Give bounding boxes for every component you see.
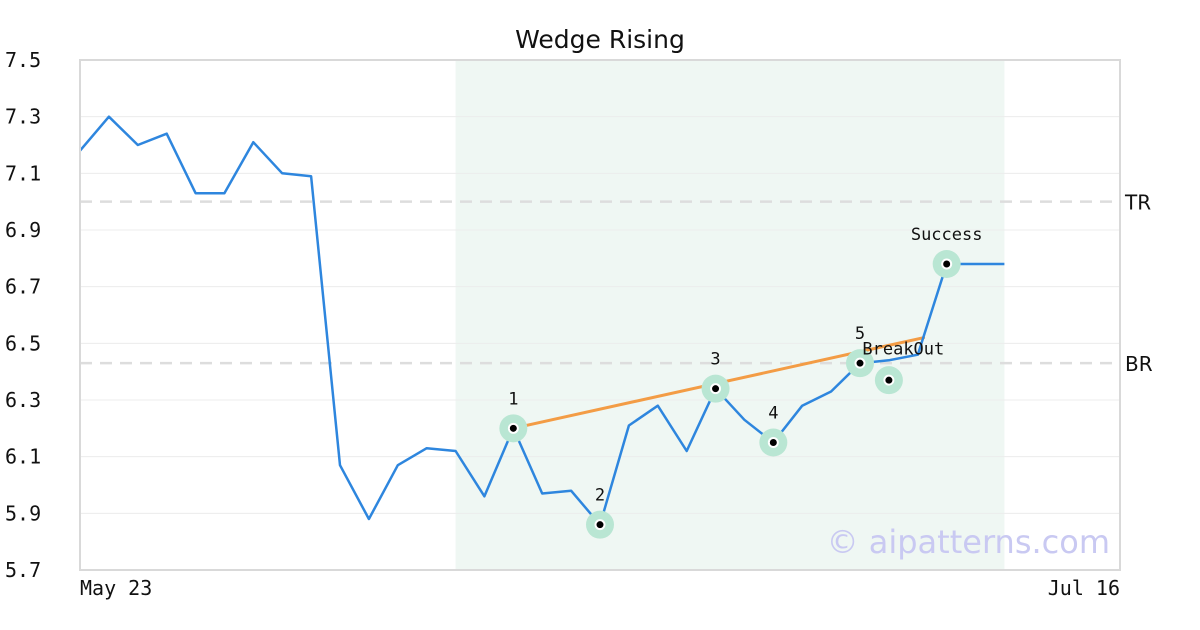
point-label-success: Success	[911, 225, 983, 245]
point-marker-4	[767, 437, 779, 448]
x-tick-label: Jul 16	[1048, 576, 1120, 600]
point-marker-2	[594, 519, 606, 531]
point-marker-success	[941, 258, 953, 270]
y-tick-label: 6.1	[5, 445, 41, 469]
level-label-br: BR	[1125, 352, 1153, 376]
annotation-breakout: BreakOut	[862, 340, 944, 360]
y-tick-label: 6.7	[5, 275, 41, 299]
level-lines: TR BR	[80, 191, 1153, 376]
chart-title: Wedge Rising	[515, 25, 685, 54]
watermark: © aipatterns.com	[827, 523, 1110, 561]
plot-background	[455, 60, 1005, 570]
pattern-region	[455, 60, 1005, 570]
y-tick-label: 7.1	[5, 161, 41, 185]
point-label-3: 3	[710, 350, 720, 370]
axes: 7.5 7.3 7.1 6.9 6.7 6.5 6.3 6.1 5.9 5.7 May 23 Jul …	[5, 48, 1121, 600]
pivot-points: 1 2 3 4 5 Success	[499, 225, 982, 539]
level-label-tr: TR	[1124, 191, 1151, 215]
plot-frame	[79, 59, 1121, 571]
point-label-5: 5	[855, 324, 865, 344]
point-marker-5	[854, 357, 866, 369]
y-tick-label: 6.9	[5, 218, 41, 242]
y-tick-label: 7.5	[5, 48, 41, 72]
point-marker-3	[710, 383, 722, 395]
y-tick-label: 6.3	[5, 388, 41, 412]
point-marker-1	[507, 422, 519, 434]
point-label-1: 1	[508, 389, 518, 409]
point-label-4: 4	[768, 404, 778, 424]
y-tick-label: 5.7	[5, 558, 41, 582]
y-tick-label: 7.3	[5, 105, 41, 129]
y-tick-label: 6.5	[5, 331, 41, 355]
y-tick-label: 5.9	[5, 501, 41, 525]
point-label-2: 2	[595, 486, 605, 506]
point-marker-unlabeled	[883, 374, 895, 386]
annotations: BreakOut	[862, 340, 944, 360]
x-tick-label: May 23	[80, 576, 152, 600]
